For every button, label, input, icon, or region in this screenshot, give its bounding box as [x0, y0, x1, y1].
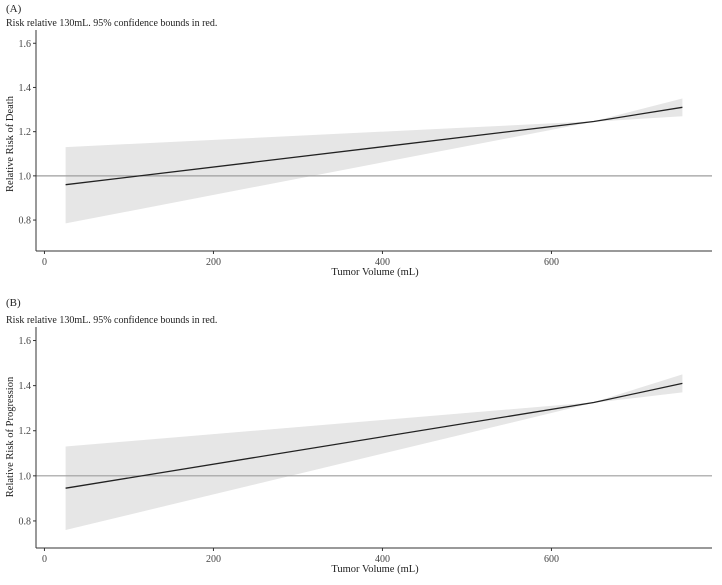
y-tick-label: 1.2 [19, 127, 32, 138]
x-tick-label: 600 [544, 257, 559, 268]
estimate-line [65, 382, 683, 489]
y-axis-title: Relative Risk of Death [5, 95, 16, 192]
y-tick-label: 1.6 [19, 39, 32, 50]
panel-a: (A) Risk relative 130mL. 95% confidence … [5, 3, 712, 278]
y-tick-label: 0.8 [19, 216, 32, 227]
panel-b: (B) Risk relative 130mL. 95% confidence … [5, 297, 712, 575]
y-tick-label: 1.4 [19, 83, 32, 94]
y-tick-label: 1.0 [19, 171, 32, 182]
x-tick-label: 400 [375, 257, 390, 268]
y-axis-title: Relative Risk of Progression [5, 376, 16, 497]
x-tick-label: 0 [42, 554, 47, 565]
y-tick-label: 1.6 [19, 336, 32, 347]
x-axis-title: Tumor Volume (mL) [331, 564, 419, 575]
x-tick-label: 200 [206, 554, 221, 565]
y-tick-label: 0.8 [19, 516, 32, 527]
x-tick-label: 600 [544, 554, 559, 565]
estimate-line [65, 106, 683, 186]
panel-label: (A) [6, 3, 22, 15]
x-tick-label: 400 [375, 554, 390, 565]
x-tick-label: 200 [206, 257, 221, 268]
chart-subtitle: Risk relative 130mL. 95% confidence boun… [6, 18, 217, 29]
x-axis-title: Tumor Volume (mL) [331, 267, 419, 278]
panel-label: (B) [6, 297, 21, 309]
y-tick-label: 1.0 [19, 471, 32, 482]
y-tick-label: 1.4 [19, 381, 32, 392]
confidence-band [65, 98, 683, 224]
chart-subtitle: Risk relative 130mL. 95% confidence boun… [6, 315, 217, 326]
y-tick-label: 1.2 [19, 426, 32, 437]
confidence-band [65, 374, 683, 530]
x-tick-label: 0 [42, 257, 47, 268]
